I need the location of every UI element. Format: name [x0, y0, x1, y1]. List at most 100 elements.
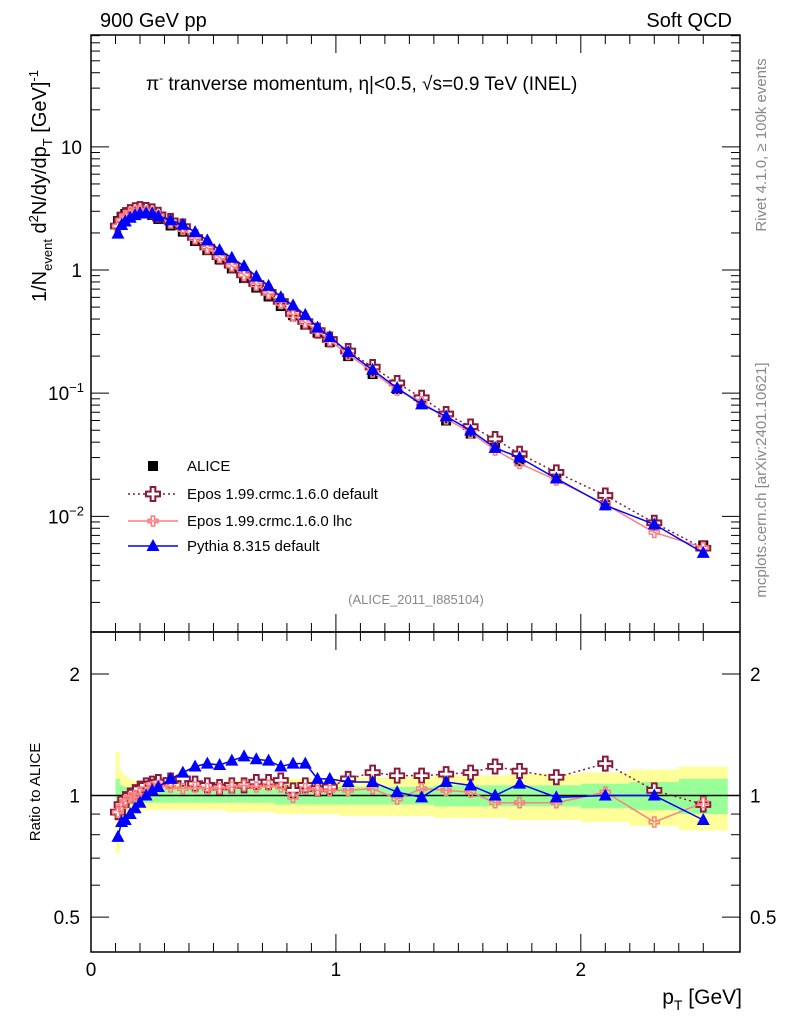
pythia-point: [286, 298, 300, 311]
pythia-ratio-point: [111, 829, 125, 842]
legend: ALICE Epos 1.99.crmc.1.6.0 default Epos …: [128, 458, 379, 555]
legend-marker-epos-lhc: [147, 515, 159, 527]
pythia-ratio-point: [262, 753, 276, 766]
pythia-ratio-point: [225, 753, 239, 766]
pythia-ratio-point: [286, 756, 300, 769]
pythia-point: [111, 226, 125, 239]
pythia-ratio-point: [188, 759, 202, 772]
epos-lhc-ratio-point: [324, 784, 336, 797]
pythia-point: [513, 450, 527, 463]
epos-lhc-point: [226, 260, 238, 272]
pythia-ratio-point: [139, 788, 153, 801]
pythia-point: [274, 290, 288, 303]
pythia-point: [549, 471, 563, 484]
main-marks: [109, 201, 712, 558]
pythia-point: [225, 250, 239, 263]
epos-lhc-ratio-point: [226, 781, 238, 793]
pythia-ratio-point: [464, 778, 478, 791]
pythia-ratio-point: [549, 790, 563, 803]
pythia-point: [213, 243, 227, 256]
epos-default-ratio-point: [462, 764, 479, 781]
epos-lhc-point: [287, 309, 299, 322]
epos-lhc-ratio-point: [464, 786, 477, 798]
epos-lhc-ratio-point: [489, 796, 501, 809]
ratio-marks: [109, 749, 712, 842]
epos-lhc-ratio-point: [311, 784, 324, 797]
pythia-ratio-point: [176, 765, 190, 778]
ratio-frame: [90, 631, 741, 953]
pythia-ratio-point: [647, 788, 661, 801]
legend-label-epos-default: Epos 1.99.crmc.1.6.0 default: [187, 486, 379, 503]
pythia-point: [464, 423, 478, 436]
legend-marker-alice: [148, 461, 158, 471]
pythia-point: [151, 209, 165, 222]
pythia-point: [298, 307, 312, 320]
pythia-ratio-point: [415, 790, 429, 803]
ratio-bands: [91, 752, 740, 854]
epos-default-ratio-point: [413, 767, 430, 784]
ratio-y-tick-label: 0.5: [54, 908, 80, 929]
epos-lhc-ratio-point: [213, 782, 226, 795]
pythia-ratio-point: [298, 756, 312, 769]
y-tick-label: 10−1: [48, 380, 84, 405]
pythia-point: [439, 409, 453, 422]
epos-default-ratio-point: [487, 758, 504, 775]
pythia-ratio-point: [598, 788, 612, 801]
header-left: 900 GeV pp: [100, 10, 207, 32]
epos-lhc-ratio-point: [201, 782, 214, 795]
pythia-point: [696, 545, 710, 558]
epos-lhc-ratio-point: [287, 791, 299, 804]
y-tick-label: 10−2: [48, 503, 84, 528]
pythia-point: [262, 278, 276, 291]
epos-lhc-ratio-point: [238, 779, 250, 792]
pythia-ratio-point: [311, 771, 325, 784]
pythia-ratio-point: [213, 758, 227, 771]
epos-lhc-ratio-point: [164, 781, 177, 793]
rivet-version-label: Rivet 4.1.0, ≥ 100k events: [753, 58, 770, 231]
epos-default-ratio-point: [511, 763, 528, 780]
pythia-point: [311, 320, 325, 333]
axes: 10 1 10−1 10−2 2 2 1 1 0.5 0.5 0 1 2: [48, 35, 776, 981]
x-axis-label: pT [GeV]: [662, 986, 742, 1013]
legend-label-alice: ALICE: [187, 458, 230, 475]
epos-lhc-ratio-point: [342, 784, 354, 797]
epos-lhc-ratio-point: [124, 791, 136, 804]
epos-lhc-point: [648, 526, 661, 539]
ratio-y-tick-label-right: 0.5: [750, 908, 776, 929]
pythia-point: [164, 213, 178, 226]
pythia-ratio-point: [237, 749, 251, 762]
pythia-ratio-point: [164, 771, 178, 784]
epos-lhc-ratio-point: [177, 782, 189, 795]
pythia-point: [188, 225, 202, 238]
pythia-ratio-point: [323, 771, 337, 784]
epos-lhc-ratio-point: [262, 779, 275, 792]
epos-lhc-ratio-point: [440, 784, 452, 797]
pythia-point: [176, 217, 190, 230]
pythia-point: [200, 233, 214, 246]
pythia-ratio-point: [366, 775, 380, 788]
epos-lhc-ratio-point: [299, 782, 312, 795]
pythia-point: [415, 397, 429, 410]
pythia-ratio-point: [274, 759, 288, 772]
epos-lhc-ratio-point: [648, 816, 661, 828]
mcplots-label: mcplots.cern.ch [arXiv:2401.10621]: [753, 362, 770, 597]
ratio-y-tick-label: 2: [69, 665, 80, 686]
epos-lhc-ratio-point: [275, 781, 287, 793]
ratio-y-tick-label-right: 2: [750, 665, 761, 686]
epos-lhc-point: [201, 242, 214, 254]
epos-default-ratio-point: [548, 769, 565, 786]
pythia-point: [488, 440, 502, 453]
legend-marker-pythia: [146, 539, 160, 551]
pythia-ratio-point: [145, 783, 159, 796]
pythia-ratio-point: [200, 756, 214, 769]
pythia-point: [598, 498, 612, 511]
pythia-point: [237, 259, 251, 272]
pythia-point: [390, 381, 404, 394]
pythia-point: [341, 344, 355, 357]
legend-label-pythia: Pythia 8.315 default: [187, 538, 320, 555]
plot-title: π- tranverse momentum, η|<0.5, √s=0.9 Te…: [146, 71, 577, 95]
ratio-y-tick-label: 1: [69, 787, 80, 808]
pythia-point: [647, 517, 661, 530]
legend-marker-epos-default: [145, 486, 161, 502]
